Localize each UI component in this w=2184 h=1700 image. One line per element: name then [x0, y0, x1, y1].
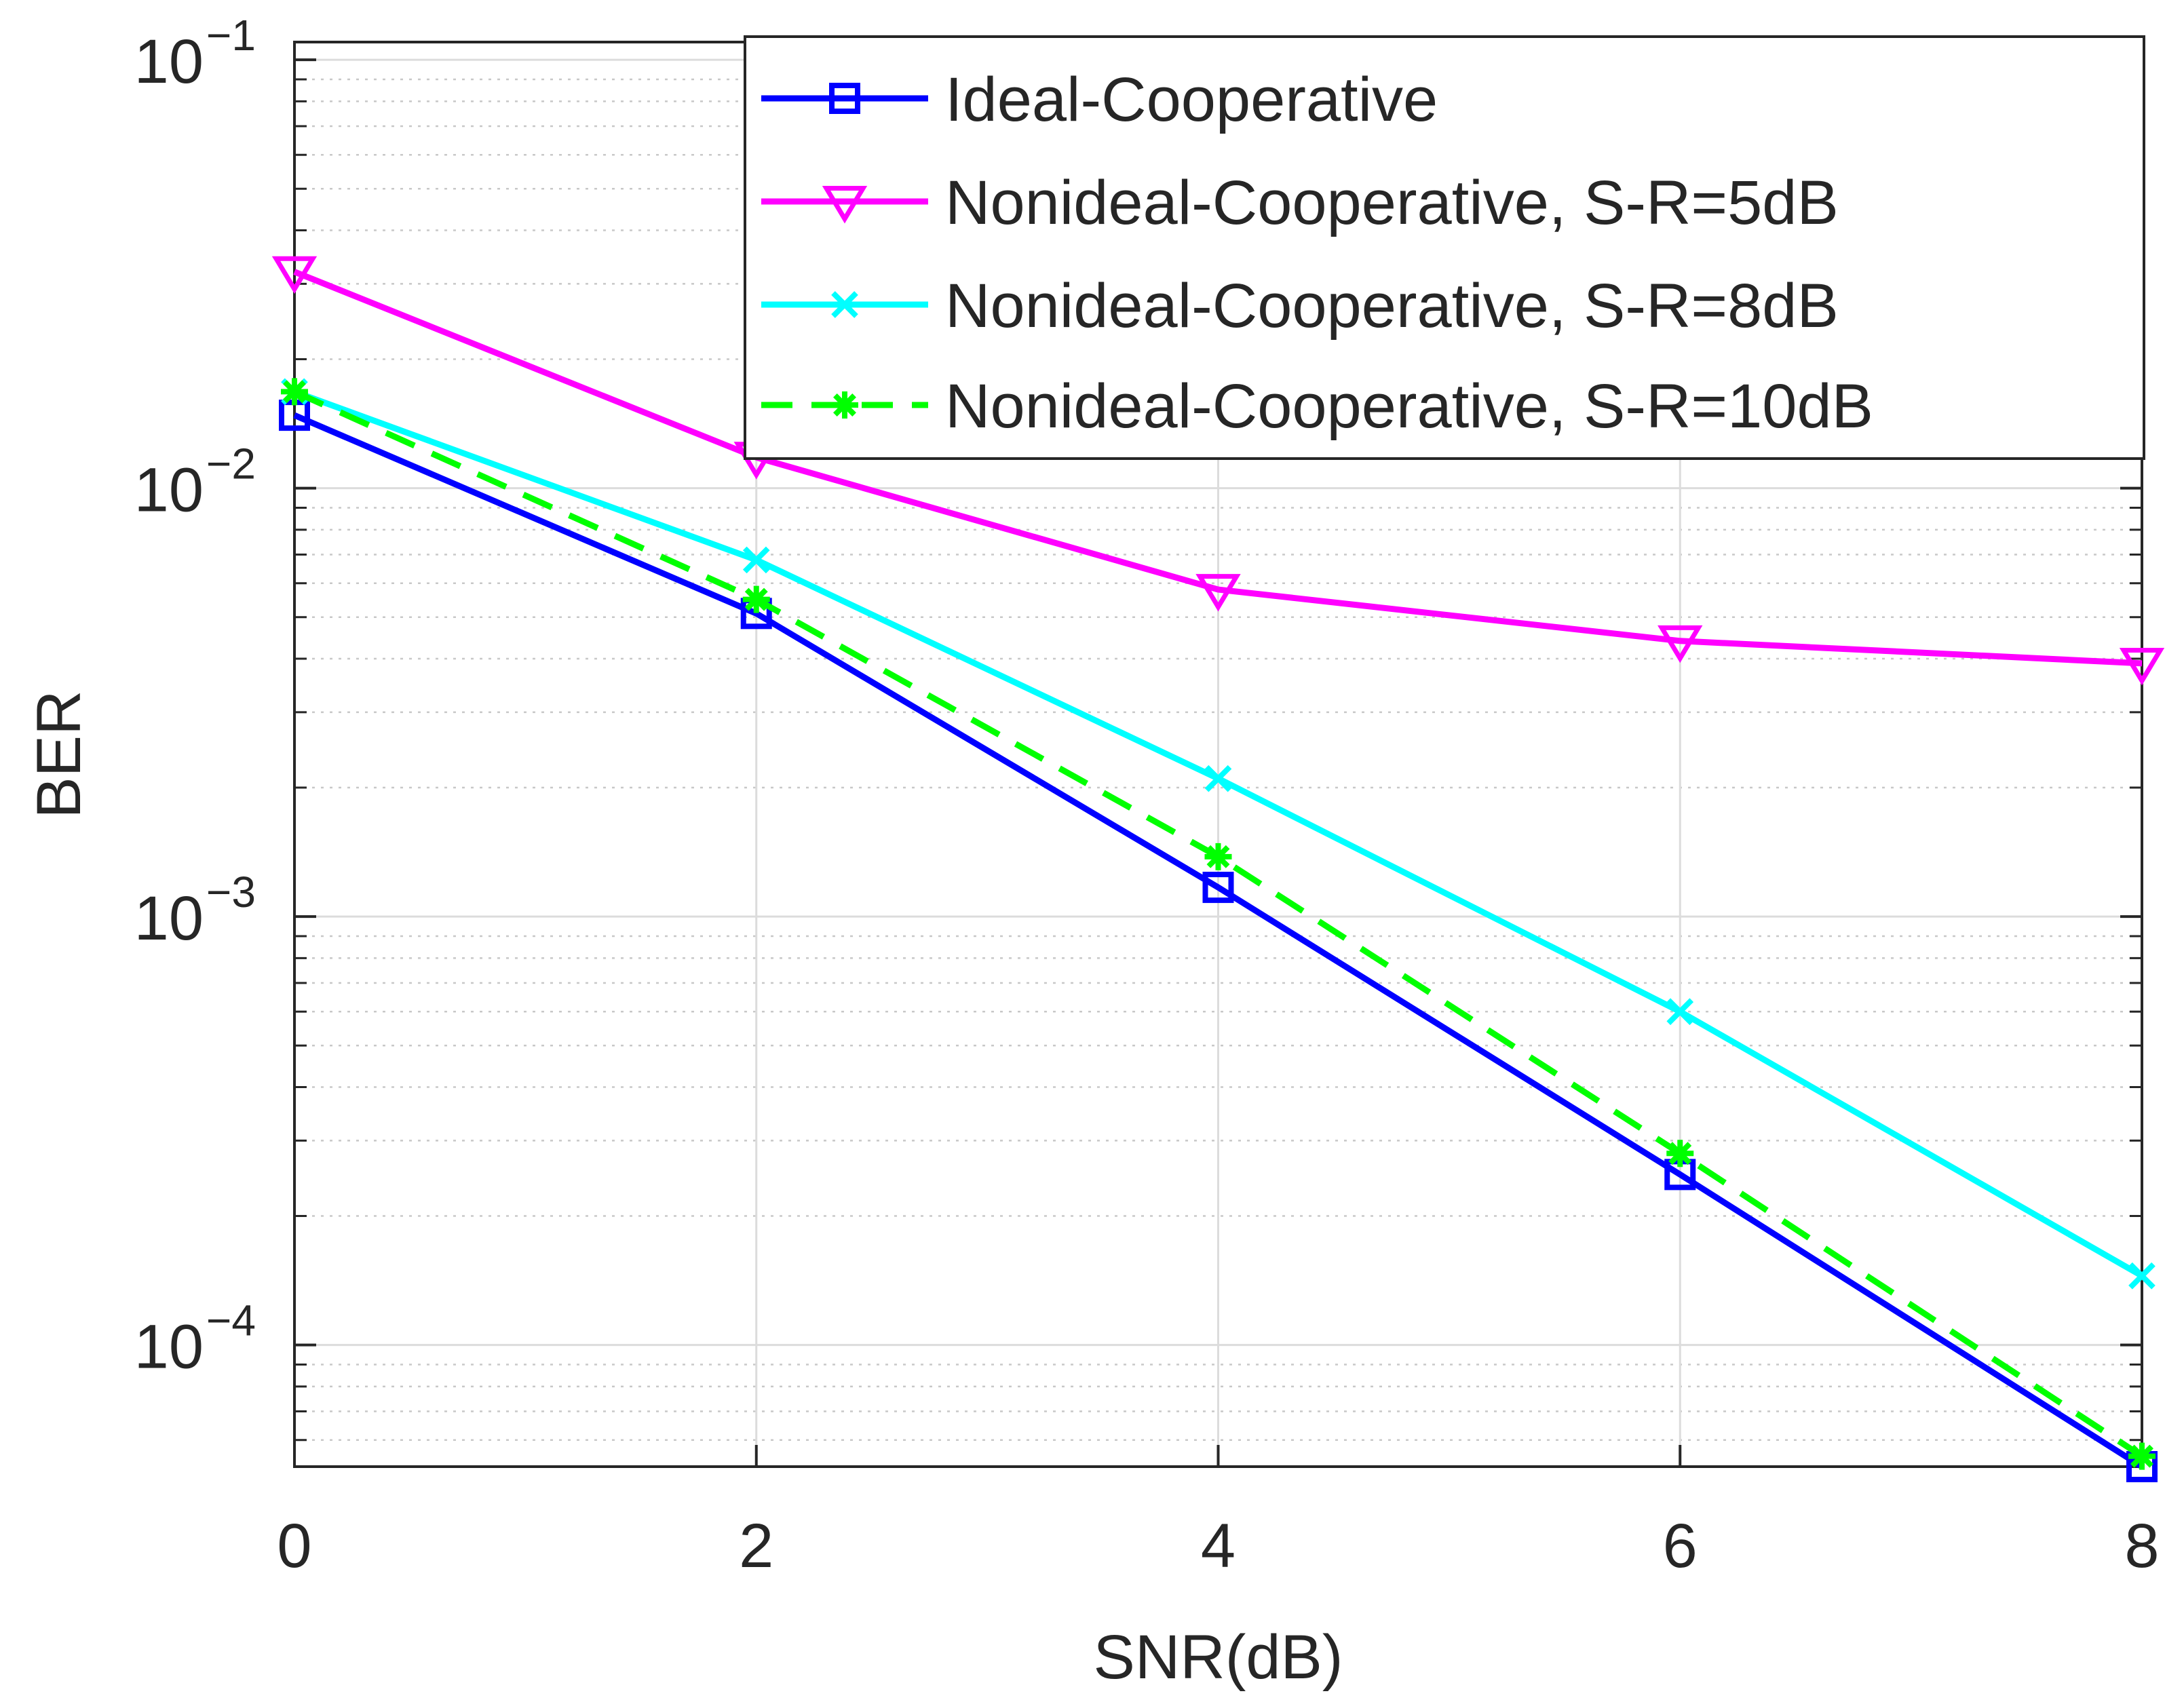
data-point: [1195, 574, 1241, 612]
data-point: [2128, 1442, 2156, 1470]
x-tick-label: 6: [1663, 1511, 1698, 1581]
data-point: [742, 546, 770, 574]
series: [271, 256, 2165, 1482]
y-tick-label: 10 −3: [134, 868, 256, 953]
y-tick-base: 10: [134, 1313, 204, 1382]
legend-label: Nonideal-Cooperative, S-R=5dB: [945, 168, 1839, 237]
series-line: [293, 269, 2143, 667]
y-tick-base: 10: [134, 884, 204, 953]
x-tick-label: 2: [739, 1511, 773, 1581]
data-point: [742, 585, 770, 613]
data-point: [1204, 843, 1232, 870]
data-point: [1204, 765, 1232, 792]
data-point: [281, 378, 308, 406]
series-3: [281, 378, 2156, 1470]
x-tick-label: 8: [2124, 1511, 2159, 1581]
legend-entry: Nonideal-Cooperative, S-R=5dB: [761, 168, 1839, 237]
y-tick-label: 10 −2: [134, 440, 256, 525]
y-tick-exponent: −2: [206, 440, 256, 488]
y-tick-base: 10: [134, 27, 204, 96]
legend-label: Ideal-Cooperative: [945, 65, 1438, 134]
y-tick-label: 10 −1: [134, 11, 256, 96]
data-point: [1202, 872, 1234, 904]
series-line: [293, 412, 2144, 1469]
y-axis-label: BER: [24, 690, 94, 818]
legend-marker: [831, 391, 858, 419]
legend-label: Nonideal-Cooperative, S-R=10dB: [945, 372, 1873, 441]
y-tick-exponent: −1: [206, 11, 256, 60]
x-tick-label: 4: [1201, 1511, 1235, 1581]
data-point: [1658, 625, 1703, 663]
legend-box: [744, 35, 2145, 460]
y-tick-exponent: −4: [206, 1296, 256, 1345]
legend-entry: Nonideal-Cooperative, S-R=10dB: [761, 372, 1873, 441]
y-tick-label: 10 −4: [134, 1296, 256, 1382]
data-point: [1666, 998, 1694, 1026]
y-tick-base: 10: [134, 456, 204, 525]
data-point: [1666, 1140, 1694, 1167]
legend-label: Nonideal-Cooperative, S-R=8dB: [945, 271, 1839, 341]
legend-entry: Ideal-Cooperative: [761, 65, 1438, 134]
legend-marker: [822, 186, 868, 224]
data-point: [2128, 1262, 2156, 1290]
data-point: [2119, 647, 2165, 686]
legend-marker: [831, 291, 858, 318]
x-axis-label: SNR(dB): [1093, 1623, 1343, 1692]
x-tick-label: 0: [277, 1511, 311, 1581]
data-point: [271, 256, 318, 294]
legend-entry: Nonideal-Cooperative, S-R=8dB: [761, 271, 1839, 341]
legend-marker: [829, 83, 860, 114]
legend: Ideal-Cooperative Nonideal-Cooperative, S…: [744, 35, 2145, 460]
y-tick-exponent: −3: [206, 868, 256, 916]
